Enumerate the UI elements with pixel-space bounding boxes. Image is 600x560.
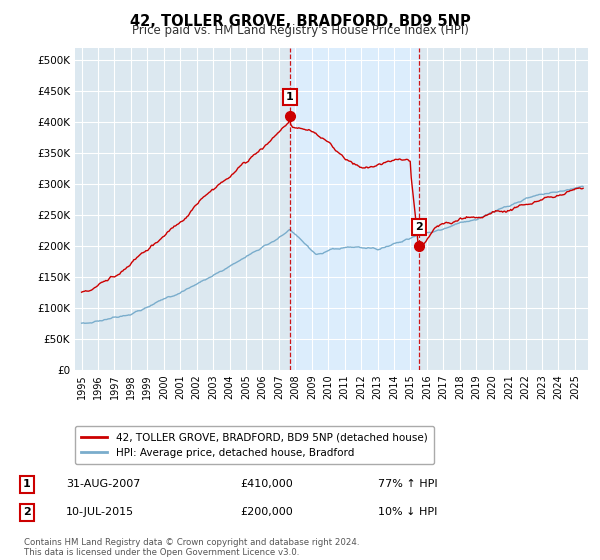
Text: 31-AUG-2007: 31-AUG-2007: [66, 479, 140, 489]
Text: 1: 1: [23, 479, 31, 489]
Text: £410,000: £410,000: [240, 479, 293, 489]
Text: 77% ↑ HPI: 77% ↑ HPI: [378, 479, 437, 489]
Text: 42, TOLLER GROVE, BRADFORD, BD9 5NP: 42, TOLLER GROVE, BRADFORD, BD9 5NP: [130, 14, 470, 29]
Text: 10-JUL-2015: 10-JUL-2015: [66, 507, 134, 517]
Legend: 42, TOLLER GROVE, BRADFORD, BD9 5NP (detached house), HPI: Average price, detach: 42, TOLLER GROVE, BRADFORD, BD9 5NP (det…: [75, 426, 434, 464]
Text: 1: 1: [286, 92, 294, 102]
Bar: [290, 48, 419, 370]
Text: 2: 2: [23, 507, 31, 517]
Text: Price paid vs. HM Land Registry's House Price Index (HPI): Price paid vs. HM Land Registry's House …: [131, 24, 469, 36]
Text: 10% ↓ HPI: 10% ↓ HPI: [378, 507, 437, 517]
Text: £200,000: £200,000: [240, 507, 293, 517]
Text: Contains HM Land Registry data © Crown copyright and database right 2024.
This d: Contains HM Land Registry data © Crown c…: [24, 538, 359, 557]
Text: 2: 2: [415, 222, 423, 232]
